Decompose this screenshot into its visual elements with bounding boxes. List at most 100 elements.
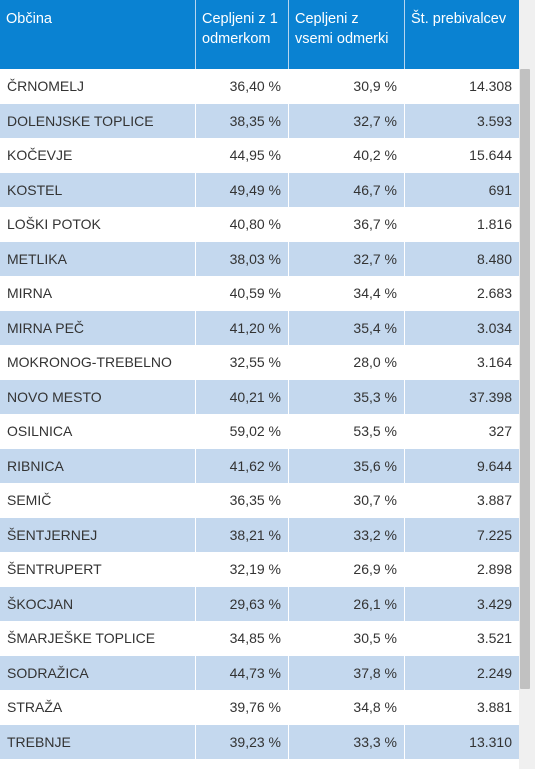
header-obcina[interactable]: Občina bbox=[0, 0, 196, 69]
cell-obcina: DOLENJSKE TOPLICE bbox=[0, 103, 196, 138]
cell-prebivalci: 3.881 bbox=[476, 699, 512, 716]
cell-obcina: METLIKA bbox=[0, 241, 196, 276]
cell-cepljeni-1: 39,23 % bbox=[196, 724, 289, 759]
cell-prebivalci: 3.429 bbox=[476, 595, 512, 612]
table-row: SODRAŽICA 44,73 % 37,8 % 2.249 bbox=[0, 655, 519, 690]
cell-cepljeni-vsemi: 28,0 % bbox=[289, 345, 405, 380]
table-row: OSILNICA 59,02 % 53,5 % 327 bbox=[0, 414, 519, 449]
table-row: ŠKOCJAN 29,63 % 26,1 % 3.429 bbox=[0, 586, 519, 621]
cell-prebivalci: 2.898 bbox=[476, 561, 512, 578]
table-row: SEMIČ 36,35 % 30,7 % 3.887 bbox=[0, 483, 519, 518]
cell-cepljeni-1: 38,35 % bbox=[196, 103, 289, 138]
cell-cepljeni-vsemi: 37,8 % bbox=[289, 655, 405, 690]
cell-obcina: ŠENTJERNEJ bbox=[0, 517, 196, 552]
cell-cepljeni-1: 59,02 % bbox=[196, 414, 289, 449]
table-row: ŠENTJERNEJ 38,21 % 33,2 % 7.225 bbox=[0, 517, 519, 552]
cell-prebivalci: 2.683 bbox=[476, 285, 512, 302]
cell-prebivalci: 13.310 bbox=[469, 733, 512, 750]
cell-prebivalci: 327 bbox=[488, 423, 512, 440]
cell-cepljeni-vsemi: 30,5 % bbox=[289, 621, 405, 656]
cell-cepljeni-1: 38,03 % bbox=[196, 241, 289, 276]
cell-prebivalci: 37.398 bbox=[469, 388, 512, 405]
cell-prebivalci: 3.887 bbox=[476, 492, 512, 509]
cell-obcina: KOSTEL bbox=[0, 172, 196, 207]
cell-cepljeni-1: 40,59 % bbox=[196, 276, 289, 311]
table-row: MOKRONOG-TREBELNO 32,55 % 28,0 % 3.164 bbox=[0, 345, 519, 380]
cell-cepljeni-vsemi: 35,6 % bbox=[289, 448, 405, 483]
cell-cepljeni-1: 39,76 % bbox=[196, 690, 289, 725]
cell-prebivalci: 1.816 bbox=[476, 216, 512, 233]
cell-cepljeni-1: 36,35 % bbox=[196, 483, 289, 518]
cell-cepljeni-1: 44,95 % bbox=[196, 138, 289, 173]
cell-cepljeni-vsemi: 33,2 % bbox=[289, 517, 405, 552]
cell-cepljeni-vsemi: 34,4 % bbox=[289, 276, 405, 311]
cell-prebivalci: 2.249 bbox=[476, 664, 512, 681]
cell-cepljeni-1: 36,40 % bbox=[196, 69, 289, 104]
table-row: TREBNJE 39,23 % 33,3 % 13.310 bbox=[0, 724, 519, 759]
cell-cepljeni-1: 32,19 % bbox=[196, 552, 289, 587]
table-row: RIBNICA 41,62 % 35,6 % 9.644 bbox=[0, 448, 519, 483]
cell-prebivalci: 691 bbox=[488, 181, 512, 198]
table-row: MIRNA PEČ 41,20 % 35,4 % 3.034 bbox=[0, 310, 519, 345]
table-body: ČRNOMELJ 36,40 % 30,9 % 14.308 DOLENJSKE TOP… bbox=[0, 69, 519, 759]
cell-cepljeni-vsemi: 32,7 % bbox=[289, 103, 405, 138]
cell-cepljeni-vsemi: 30,7 % bbox=[289, 483, 405, 518]
header-prebivalci[interactable]: Št. prebivalcev bbox=[411, 11, 507, 27]
cell-obcina: KOČEVJE bbox=[0, 138, 196, 173]
cell-cepljeni-vsemi: 46,7 % bbox=[289, 172, 405, 207]
cell-obcina: MOKRONOG-TREBELNO bbox=[0, 345, 196, 380]
cell-cepljeni-vsemi: 35,4 % bbox=[289, 310, 405, 345]
cell-obcina: ŠMARJEŠKE TOPLICE bbox=[0, 621, 196, 656]
table-row: STRAŽA 39,76 % 34,8 % 3.881 bbox=[0, 690, 519, 725]
cell-obcina: TREBNJE bbox=[0, 724, 196, 759]
header-cepljeni-1[interactable]: Cepljeni z 1 odmerkom bbox=[196, 0, 289, 69]
cell-cepljeni-1: 34,85 % bbox=[196, 621, 289, 656]
cell-obcina: SEMIČ bbox=[0, 483, 196, 518]
table-row: MIRNA 40,59 % 34,4 % 2.683 bbox=[0, 276, 519, 311]
cell-cepljeni-vsemi: 34,8 % bbox=[289, 690, 405, 725]
cell-prebivalci: 9.644 bbox=[476, 457, 512, 474]
table-header: Občina Cepljeni z 1 odmerkom Cepljeni z … bbox=[0, 0, 519, 69]
cell-cepljeni-1: 49,49 % bbox=[196, 172, 289, 207]
cell-prebivalci: 3.521 bbox=[476, 630, 512, 647]
cell-cepljeni-1: 40,80 % bbox=[196, 207, 289, 242]
cell-prebivalci: 3.164 bbox=[476, 354, 512, 371]
cell-obcina: NOVO MESTO bbox=[0, 379, 196, 414]
cell-obcina: OSILNICA bbox=[0, 414, 196, 449]
table-row: ŠMARJEŠKE TOPLICE 34,85 % 30,5 % 3.521 bbox=[0, 621, 519, 656]
table-row: ČRNOMELJ 36,40 % 30,9 % 14.308 bbox=[0, 69, 519, 104]
cell-obcina: LOŠKI POTOK bbox=[0, 207, 196, 242]
cell-cepljeni-1: 38,21 % bbox=[196, 517, 289, 552]
cell-obcina: ČRNOMELJ bbox=[0, 69, 196, 104]
table-row: NOVO MESTO 40,21 % 35,3 % 37.398 bbox=[0, 379, 519, 414]
cell-obcina: MIRNA PEČ bbox=[0, 310, 196, 345]
cell-cepljeni-vsemi: 26,1 % bbox=[289, 586, 405, 621]
table-row: KOČEVJE 44,95 % 40,2 % 15.644 bbox=[0, 138, 519, 173]
cell-cepljeni-vsemi: 36,7 % bbox=[289, 207, 405, 242]
scrollbar-thumb[interactable] bbox=[520, 69, 530, 689]
table-row: DOLENJSKE TOPLICE 38,35 % 32,7 % 3.593 bbox=[0, 103, 519, 138]
cell-cepljeni-1: 32,55 % bbox=[196, 345, 289, 380]
header-cepljeni-vsemi[interactable]: Cepljeni z vsemi odmerki bbox=[289, 0, 405, 69]
table-row: METLIKA 38,03 % 32,7 % 8.480 bbox=[0, 241, 519, 276]
cell-prebivalci: 15.644 bbox=[469, 147, 512, 164]
cell-obcina: ŠKOCJAN bbox=[0, 586, 196, 621]
cell-cepljeni-vsemi: 30,9 % bbox=[289, 69, 405, 104]
cell-cepljeni-vsemi: 26,9 % bbox=[289, 552, 405, 587]
table-row: LOŠKI POTOK 40,80 % 36,7 % 1.816 bbox=[0, 207, 519, 242]
cell-prebivalci: 7.225 bbox=[476, 526, 512, 543]
cell-cepljeni-vsemi: 33,3 % bbox=[289, 724, 405, 759]
cell-cepljeni-vsemi: 40,2 % bbox=[289, 138, 405, 173]
cell-prebivalci: 14.308 bbox=[469, 78, 512, 95]
table-row: ŠENTRUPERT 32,19 % 26,9 % 2.898 bbox=[0, 552, 519, 587]
cell-obcina: STRAŽA bbox=[0, 690, 196, 725]
cell-cepljeni-1: 29,63 % bbox=[196, 586, 289, 621]
cell-cepljeni-vsemi: 53,5 % bbox=[289, 414, 405, 449]
cell-cepljeni-1: 40,21 % bbox=[196, 379, 289, 414]
cell-obcina: ŠENTRUPERT bbox=[0, 552, 196, 587]
cell-obcina: MIRNA bbox=[0, 276, 196, 311]
table-row: KOSTEL 49,49 % 46,7 % 691 bbox=[0, 172, 519, 207]
cell-cepljeni-1: 41,62 % bbox=[196, 448, 289, 483]
cell-cepljeni-vsemi: 35,3 % bbox=[289, 379, 405, 414]
